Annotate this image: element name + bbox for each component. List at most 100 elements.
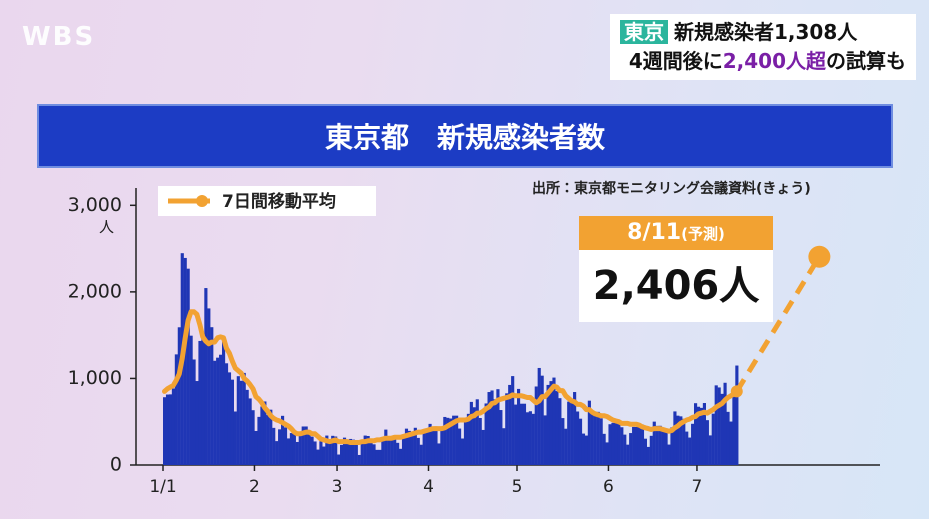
bar [528, 411, 532, 465]
projection-callout: 8/11(予測) 2,406人 [579, 216, 773, 322]
caption-row: 東京 新規感染者1,308人 [620, 18, 906, 47]
bar [460, 438, 465, 465]
bar [629, 433, 633, 465]
bar [198, 340, 202, 465]
bar [590, 413, 594, 465]
bar [490, 390, 494, 465]
x-tick-label: 6 [603, 477, 614, 497]
bar [342, 437, 347, 465]
bar [623, 434, 627, 465]
bar [366, 436, 370, 465]
bar [673, 411, 677, 465]
bar [714, 385, 718, 465]
bar [658, 425, 662, 465]
bar [617, 424, 621, 465]
bar [637, 427, 642, 465]
moving-average-line [162, 309, 740, 445]
bar [174, 354, 178, 465]
bar [325, 435, 329, 465]
bar [219, 354, 223, 465]
bar [410, 432, 414, 465]
bar [646, 446, 650, 465]
bar [649, 435, 653, 465]
bar [210, 327, 214, 465]
bar [593, 411, 597, 465]
x-tick-label: 5 [512, 477, 523, 497]
bar [257, 416, 261, 465]
bar [522, 403, 527, 465]
bar [301, 426, 305, 465]
bar [428, 423, 432, 465]
bar [422, 433, 426, 465]
caption-row: 4週間後に2,400人超の試算も [620, 47, 906, 76]
bar [537, 367, 541, 465]
bar [195, 381, 199, 465]
bar [384, 429, 388, 465]
bar [446, 417, 450, 465]
bar [508, 384, 512, 465]
bar [360, 439, 364, 465]
bar [189, 335, 193, 465]
bar [278, 429, 282, 465]
bar [555, 391, 559, 465]
bar [266, 415, 270, 465]
bar [404, 428, 409, 465]
bar [233, 411, 237, 465]
bar [304, 426, 308, 465]
bar [283, 427, 288, 465]
bar [281, 415, 285, 465]
caption-text: 4週間後に [628, 49, 723, 73]
caption-highlight: 2,400人超 [722, 49, 826, 73]
bar [676, 415, 680, 465]
bar [717, 387, 721, 465]
bar [481, 429, 485, 465]
bar [443, 416, 447, 465]
bar [372, 444, 376, 465]
bar [357, 454, 361, 465]
bar [670, 427, 674, 465]
caption-text: 新規感染者1,308人 [674, 20, 858, 44]
bar [236, 376, 240, 465]
bar [331, 435, 335, 465]
bar [163, 397, 167, 465]
bar [570, 398, 574, 465]
bar [328, 441, 332, 465]
bar [375, 449, 379, 465]
bar [272, 427, 276, 465]
bar [602, 433, 606, 465]
legend-label: 7日間移動平均 [222, 191, 336, 212]
y-tick-label: 1,000 [68, 367, 122, 389]
bar [171, 388, 175, 465]
bar [472, 407, 476, 465]
x-tick-label: 4 [423, 477, 434, 497]
bar [307, 434, 311, 465]
y-tick-label: 0 [110, 454, 122, 476]
bar [310, 436, 314, 465]
bar [263, 401, 267, 465]
bar [469, 401, 473, 465]
bar [496, 389, 500, 465]
bar [381, 439, 385, 465]
bar [319, 441, 323, 465]
bar [732, 393, 736, 465]
bar [525, 412, 529, 465]
bar [567, 401, 571, 465]
bar [564, 428, 568, 465]
x-tick-label: 1/1 [149, 477, 176, 497]
x-tick-label: 7 [692, 477, 703, 497]
bar [337, 454, 341, 465]
y-unit: 人 [99, 218, 114, 236]
bar [390, 438, 394, 465]
bar [620, 427, 624, 465]
bar [667, 444, 671, 465]
bar [463, 420, 468, 465]
bar [186, 268, 190, 465]
bar [578, 418, 583, 465]
bar [549, 381, 553, 465]
bar [260, 406, 264, 465]
bar [699, 407, 704, 465]
bar [517, 388, 521, 465]
bar [682, 418, 686, 465]
callout-date: 8/11(予測) [579, 216, 773, 250]
